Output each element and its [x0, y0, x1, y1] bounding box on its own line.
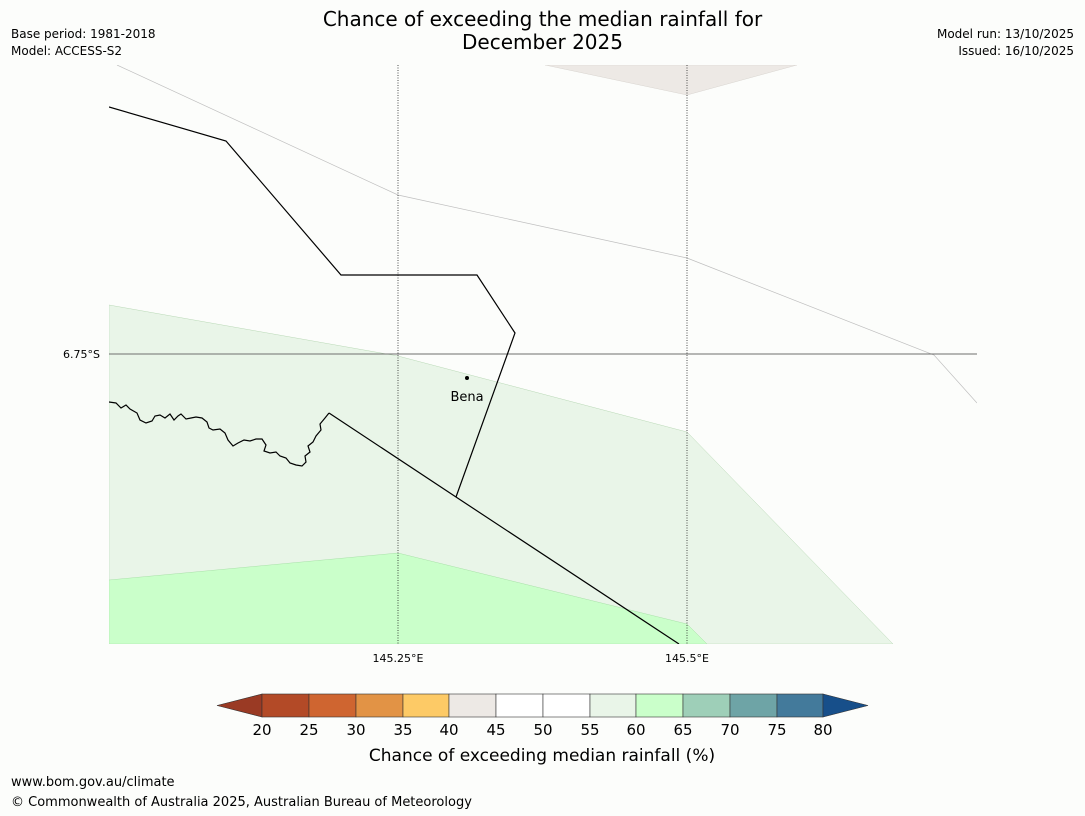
legend-tick: 80 — [813, 721, 832, 739]
latitude-label: 6.75°S — [63, 348, 100, 361]
legend-swatch-70-75 — [729, 693, 778, 718]
place-label: Bena — [450, 390, 483, 405]
region-60-65 — [109, 552, 708, 644]
footer-copyright: © Commonwealth of Australia 2025, Austra… — [11, 795, 472, 810]
footer-url: www.bom.gov.au/climate — [11, 775, 175, 790]
legend-tick: 55 — [580, 721, 599, 739]
legend-tick: 20 — [252, 721, 271, 739]
legend-arrow-above — [822, 693, 869, 718]
legend-tick: 35 — [393, 721, 412, 739]
legend-tick-labels: 20 25 30 35 40 45 50 55 60 65 70 75 80 — [252, 721, 832, 739]
meta-left: Base period: 1981-2018 Model: ACCESS-S2 — [11, 26, 156, 60]
model-run-text: Model run: 13/10/2025 — [936, 27, 1074, 41]
town-marker-dot — [465, 376, 469, 380]
title-line-1: Chance of exceeding the median rainfall … — [322, 7, 763, 31]
legend-swatch-50-55 — [542, 693, 591, 718]
meta-right: Model run: 13/10/2025 Issued: 16/10/2025 — [937, 26, 1074, 60]
longitude-label-145-25: 145.25°E — [373, 652, 424, 665]
legend-swatch-25-30 — [308, 693, 357, 718]
title-line-2: December 2025 — [462, 30, 623, 54]
legend-tick: 60 — [626, 721, 645, 739]
map-title: Chance of exceeding the median rainfall … — [0, 8, 1085, 54]
province-boundary-south — [328, 412, 680, 644]
legend-swatch-45-50 — [495, 693, 544, 718]
legend-tick: 70 — [720, 721, 739, 739]
legend-tick: 30 — [346, 721, 365, 739]
legend-swatch-30-35 — [355, 693, 404, 718]
legend-tick: 65 — [673, 721, 692, 739]
legend-tick: 40 — [439, 721, 458, 739]
legend-tick: 75 — [767, 721, 786, 739]
legend-swatch-20-25 — [261, 693, 310, 718]
legend-tick: 45 — [486, 721, 505, 739]
legend-swatch-75-80 — [776, 693, 824, 718]
legend-swatch-35-40 — [402, 693, 450, 718]
region-40-45 — [544, 65, 798, 96]
legend-swatch-40-45 — [448, 693, 497, 718]
region-55-60 — [109, 304, 894, 644]
legend-swatch-60-65 — [635, 693, 684, 718]
legend-arrow-below — [216, 693, 263, 718]
map-area — [109, 65, 977, 644]
legend-tick: 50 — [533, 721, 552, 739]
legend-tick: 25 — [299, 721, 318, 739]
longitude-label-145-5: 145.5°E — [665, 652, 709, 665]
model-text: Model: ACCESS-S2 — [11, 44, 123, 58]
legend-swatch-55-60 — [589, 693, 637, 718]
legend-swatch-65-70 — [682, 693, 731, 718]
base-period-text: Base period: 1981-2018 — [11, 27, 156, 41]
issued-text: Issued: 16/10/2025 — [958, 44, 1074, 58]
legend-colorbar — [216, 693, 869, 718]
legend-title: Chance of exceeding median rainfall (%) — [369, 746, 715, 766]
river-line — [109, 401, 330, 467]
province-boundary-north — [109, 106, 516, 498]
